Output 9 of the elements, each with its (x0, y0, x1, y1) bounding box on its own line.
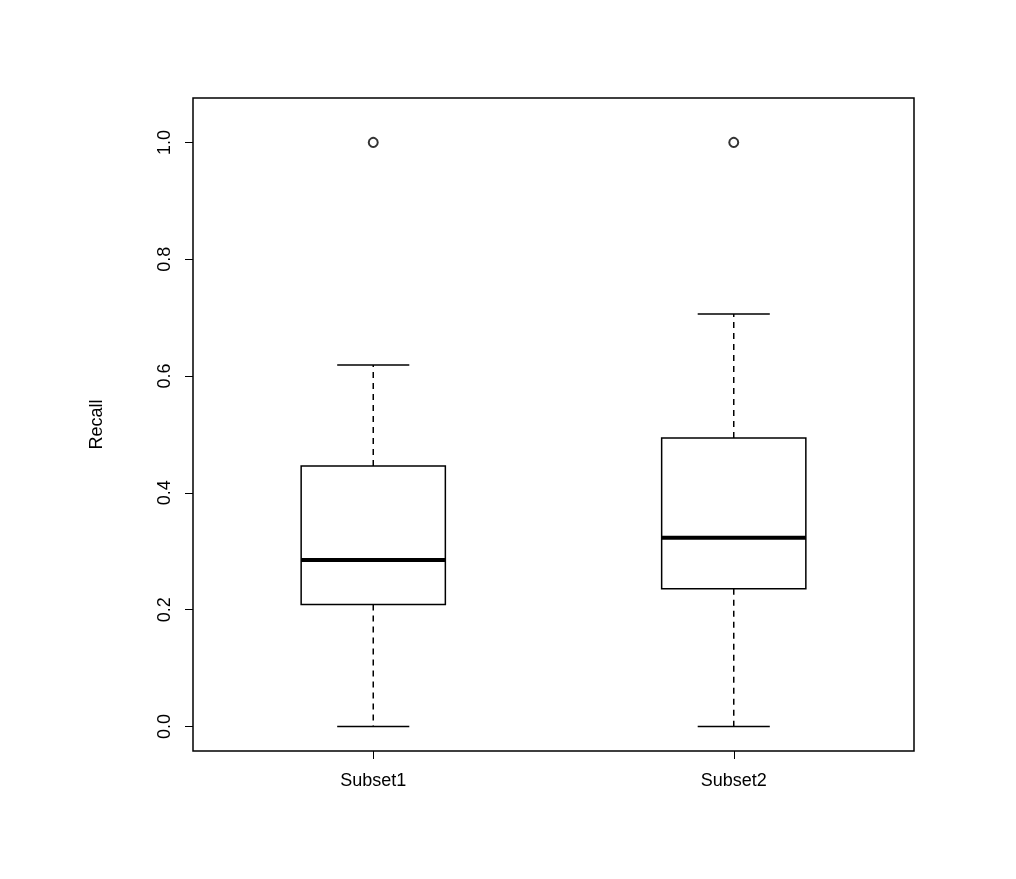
y-tick-label: 0.4 (154, 480, 174, 506)
y-tick-label: 1.0 (154, 129, 174, 155)
y-tick-label: 0.0 (154, 713, 174, 739)
y-tick-label: 0.2 (154, 597, 174, 623)
y-tick-label: 0.6 (154, 363, 174, 389)
y-tick-label: 0.8 (154, 246, 174, 272)
x-tick-label: Subset1 (340, 770, 407, 790)
y-axis-title: Recall (86, 399, 106, 450)
x-tick-label: Subset2 (700, 770, 767, 790)
